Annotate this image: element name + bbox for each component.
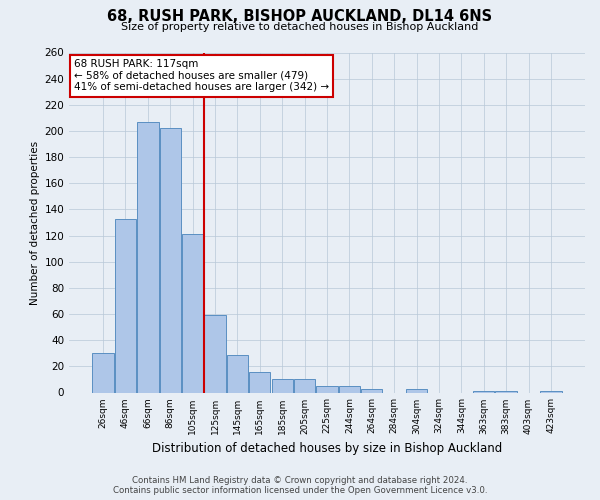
Text: 68, RUSH PARK, BISHOP AUCKLAND, DL14 6NS: 68, RUSH PARK, BISHOP AUCKLAND, DL14 6NS (107, 9, 493, 24)
Bar (406, 388, 427, 392)
Bar (160, 128, 181, 392)
Text: 68 RUSH PARK: 117sqm
← 58% of detached houses are smaller (479)
41% of semi-deta: 68 RUSH PARK: 117sqm ← 58% of detached h… (74, 60, 329, 92)
Bar (294, 380, 315, 392)
Text: Contains HM Land Registry data © Crown copyright and database right 2024.: Contains HM Land Registry data © Crown c… (132, 476, 468, 485)
Y-axis label: Number of detached properties: Number of detached properties (30, 140, 40, 304)
Bar (137, 122, 158, 392)
Bar (473, 391, 494, 392)
Bar (496, 391, 517, 392)
Bar (316, 386, 338, 392)
Bar (361, 388, 382, 392)
Bar (540, 391, 562, 392)
X-axis label: Distribution of detached houses by size in Bishop Auckland: Distribution of detached houses by size … (152, 442, 502, 455)
Bar (249, 372, 271, 392)
Bar (182, 234, 203, 392)
Text: Contains public sector information licensed under the Open Government Licence v3: Contains public sector information licen… (113, 486, 487, 495)
Bar (205, 316, 226, 392)
Bar (92, 354, 114, 393)
Bar (227, 354, 248, 393)
Bar (115, 218, 136, 392)
Bar (339, 386, 360, 392)
Text: Size of property relative to detached houses in Bishop Auckland: Size of property relative to detached ho… (121, 22, 479, 32)
Bar (272, 380, 293, 392)
